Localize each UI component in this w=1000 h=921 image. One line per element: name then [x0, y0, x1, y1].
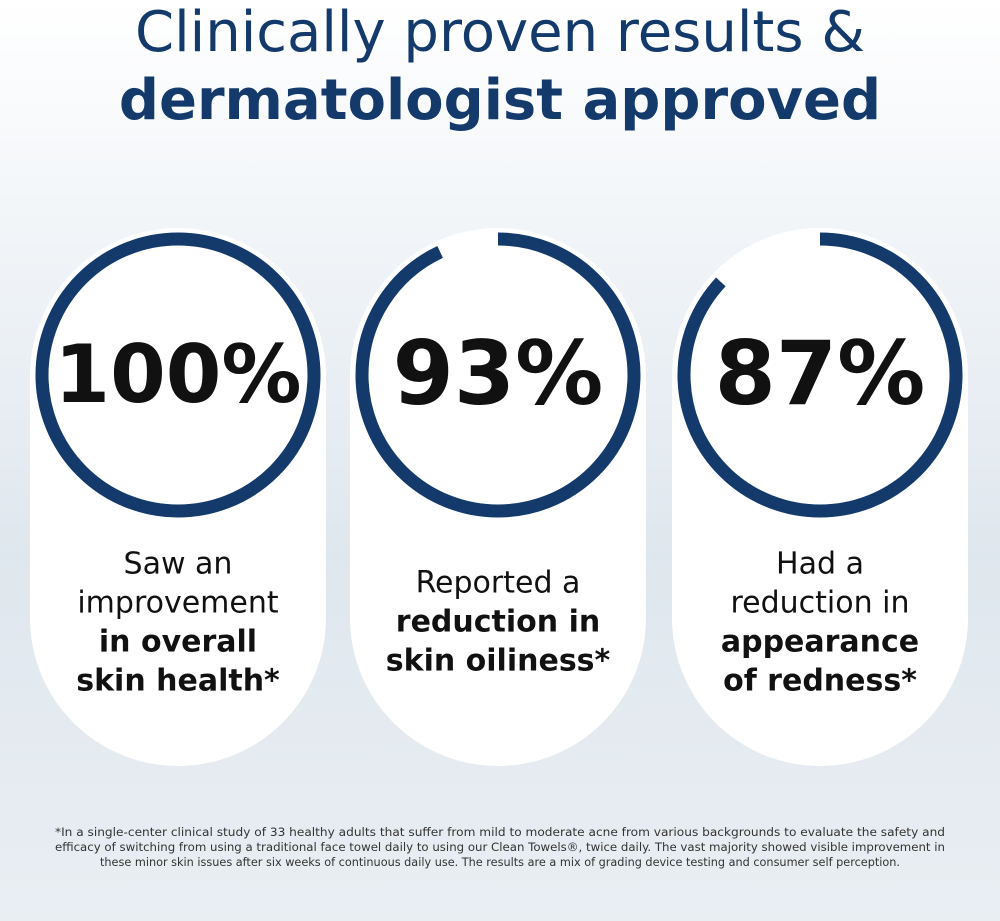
card — [672, 228, 968, 766]
stat-description: of redness* — [723, 664, 917, 699]
card — [350, 228, 646, 766]
progress-ring — [677, 232, 963, 518]
stat-description: Saw an — [124, 547, 233, 582]
progress-ring — [35, 232, 321, 518]
card — [30, 228, 326, 766]
stat-value: 87% — [715, 322, 926, 425]
stat-description: reduction in — [396, 605, 600, 640]
stat-description: skin oiliness* — [386, 644, 611, 679]
stat-description: appearance — [721, 625, 919, 660]
stat-description: Reported a — [416, 566, 581, 601]
stat-value: 93% — [393, 322, 604, 425]
stat-description: in overall — [99, 625, 257, 660]
stat-description: skin health* — [76, 664, 280, 699]
stat-description: reduction in — [730, 586, 909, 621]
footnote: these minor skin issues after six weeks … — [100, 856, 900, 869]
stat-value: 100% — [54, 328, 301, 421]
footnote: *In a single-center clinical study of 33… — [55, 826, 945, 839]
stat-description: Had a — [776, 547, 864, 582]
title-line: Clinically proven results & — [135, 0, 865, 65]
stat-description: improvement — [77, 586, 279, 621]
footnote: efficacy of switching from using a tradi… — [55, 841, 945, 854]
title-line: dermatologist approved — [119, 68, 881, 133]
progress-ring — [355, 232, 641, 518]
